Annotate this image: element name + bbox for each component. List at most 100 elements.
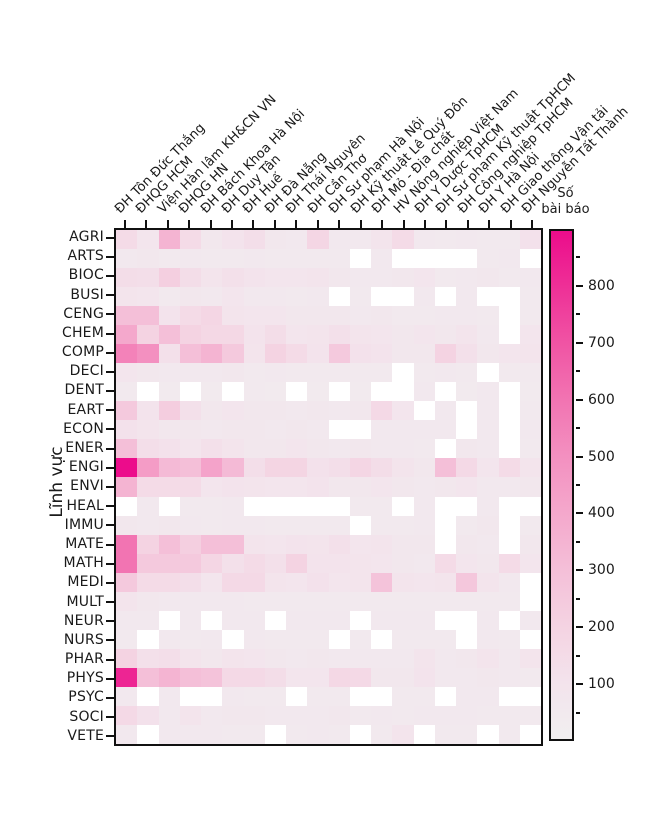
- heatmap-cell: [498, 420, 520, 440]
- heatmap-cell: [371, 363, 393, 383]
- heatmap-cell: [158, 363, 180, 383]
- heatmap-cell: [116, 553, 138, 573]
- heatmap-cell: [201, 667, 223, 687]
- heatmap-cell: [519, 306, 541, 326]
- row-label: IMMU: [64, 516, 104, 533]
- heatmap-cell: [307, 705, 329, 725]
- heatmap-cell: [243, 534, 265, 554]
- heatmap-cell: [456, 420, 478, 440]
- heatmap-cell: [307, 382, 329, 402]
- heatmap-cell: [434, 458, 456, 478]
- heatmap-cell: [116, 477, 138, 497]
- heatmap-cell: [413, 439, 435, 459]
- heatmap-cell: [413, 363, 435, 383]
- y-axis-tick: [106, 390, 114, 393]
- heatmap-cell: [456, 515, 478, 535]
- heatmap-cell: [477, 572, 499, 592]
- heatmap-cell: [498, 287, 520, 307]
- heatmap-cell: [179, 515, 201, 535]
- colorbar-major-tick: [576, 683, 583, 686]
- heatmap-cell: [201, 363, 223, 383]
- heatmap-cell: [243, 572, 265, 592]
- row-label: MEDI: [67, 574, 104, 591]
- x-axis-tick: [338, 220, 341, 228]
- heatmap-cell: [456, 325, 478, 345]
- heatmap-cell: [307, 344, 329, 364]
- heatmap-cell: [519, 458, 541, 478]
- heatmap-cell: [286, 686, 308, 706]
- heatmap-cell: [179, 458, 201, 478]
- heatmap-cell: [307, 230, 329, 250]
- heatmap-cell: [137, 724, 159, 744]
- heatmap-cell: [498, 230, 520, 250]
- heatmap-cell: [519, 572, 541, 592]
- heatmap-cell: [286, 629, 308, 649]
- heatmap-cell: [137, 610, 159, 630]
- heatmap-cell: [116, 458, 138, 478]
- heatmap-cell: [371, 553, 393, 573]
- heatmap-cell: [477, 306, 499, 326]
- heatmap-cell: [158, 249, 180, 269]
- heatmap-cell: [434, 344, 456, 364]
- heatmap-cell: [498, 306, 520, 326]
- heatmap-cell: [179, 249, 201, 269]
- heatmap-cell: [307, 572, 329, 592]
- heatmap-cell: [179, 667, 201, 687]
- heatmap-cell: [328, 610, 350, 630]
- heatmap-cell: [243, 686, 265, 706]
- y-axis-tick: [106, 543, 114, 546]
- heatmap-cell: [137, 439, 159, 459]
- heatmap-cell: [392, 249, 414, 269]
- heatmap-cell: [264, 648, 286, 668]
- x-axis-tick: [230, 220, 233, 228]
- heatmap-cell: [477, 249, 499, 269]
- colorbar-tick-label: 400: [588, 505, 615, 522]
- row-label: ENVI: [70, 478, 104, 495]
- heatmap-cell: [498, 553, 520, 573]
- heatmap-cell: [286, 515, 308, 535]
- heatmap-cell: [456, 629, 478, 649]
- heatmap-cell: [519, 667, 541, 687]
- heatmap-cell: [137, 249, 159, 269]
- colorbar-title-line2: bài báo: [541, 202, 590, 217]
- heatmap-cell: [498, 572, 520, 592]
- heatmap-cell: [179, 648, 201, 668]
- heatmap-cell: [179, 477, 201, 497]
- heatmap-cell: [392, 382, 414, 402]
- heatmap-cell: [392, 401, 414, 421]
- heatmap-cell: [286, 344, 308, 364]
- heatmap-cell: [222, 572, 244, 592]
- heatmap-cell: [286, 458, 308, 478]
- heatmap-cell: [498, 477, 520, 497]
- heatmap-cell: [498, 648, 520, 668]
- heatmap-cell: [477, 534, 499, 554]
- heatmap-cell: [328, 306, 350, 326]
- heatmap-plot-area: [114, 228, 543, 746]
- heatmap-cell: [349, 667, 371, 687]
- heatmap-cell: [434, 724, 456, 744]
- heatmap-cell: [243, 629, 265, 649]
- heatmap-cell: [371, 610, 393, 630]
- heatmap-cell: [264, 705, 286, 725]
- heatmap-cell: [371, 439, 393, 459]
- heatmap-cell: [286, 268, 308, 288]
- heatmap-cell: [222, 610, 244, 630]
- heatmap-cell: [456, 249, 478, 269]
- row-label: CENG: [63, 305, 104, 322]
- heatmap-cell: [264, 534, 286, 554]
- heatmap-cell: [243, 344, 265, 364]
- x-axis-tick: [359, 220, 362, 228]
- heatmap-cell: [201, 382, 223, 402]
- heatmap-cell: [286, 648, 308, 668]
- heatmap-cell: [222, 458, 244, 478]
- row-label: NEUR: [63, 612, 104, 629]
- heatmap-cell: [286, 667, 308, 687]
- heatmap-cell: [328, 553, 350, 573]
- heatmap-cell: [264, 344, 286, 364]
- heatmap-cell: [158, 268, 180, 288]
- heatmap-cell: [349, 268, 371, 288]
- heatmap-cell: [456, 477, 478, 497]
- heatmap-cell: [328, 420, 350, 440]
- heatmap-cell: [243, 705, 265, 725]
- heatmap-cell: [413, 686, 435, 706]
